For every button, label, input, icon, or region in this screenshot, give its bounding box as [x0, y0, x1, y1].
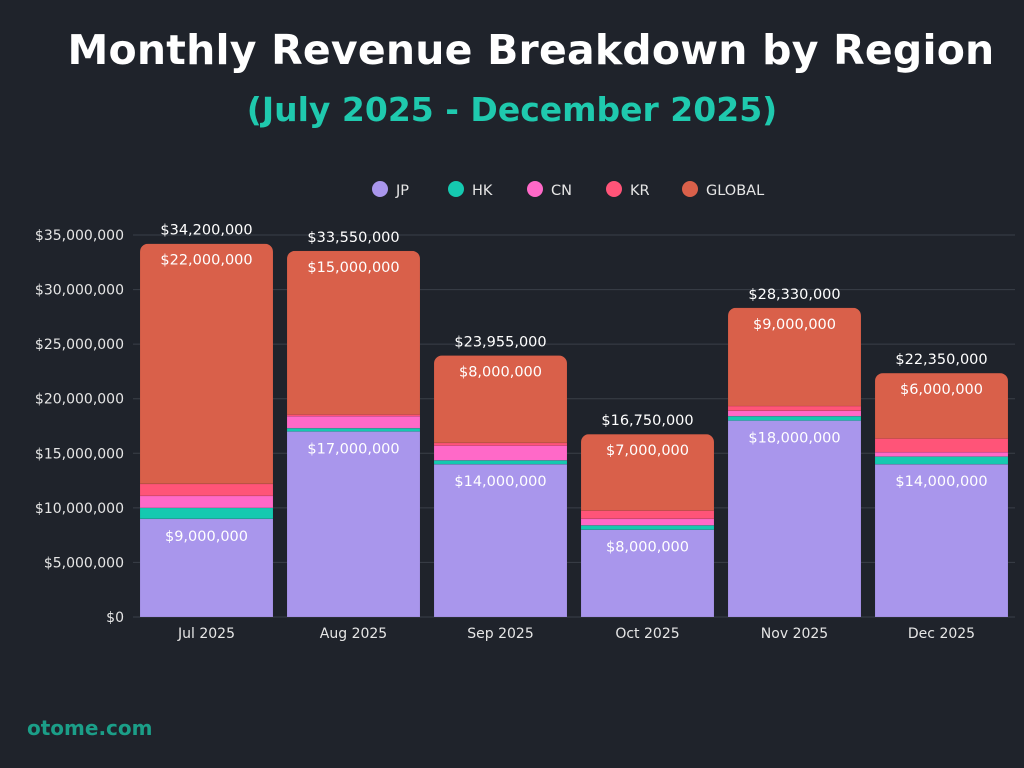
bar-segment-cn	[140, 495, 273, 509]
bar-segment-cn	[287, 415, 420, 429]
bar-segment-global	[287, 250, 420, 415]
data-label-jp: $14,000,000	[454, 474, 546, 490]
bar-segment-hk	[728, 415, 861, 421]
data-label-total: $16,750,000	[601, 413, 693, 429]
bar-segment-global	[434, 355, 567, 444]
chart-title: Monthly Revenue Breakdown by Region	[67, 26, 995, 74]
bar-segment-hk	[581, 525, 714, 530]
x-tick-label: Sep 2025	[467, 626, 533, 642]
data-label-total: $23,955,000	[454, 335, 546, 351]
bar-segment-hk	[434, 460, 567, 465]
data-label-total: $33,550,000	[307, 230, 399, 246]
legend-marker-global	[682, 181, 698, 197]
bar-segment-kr	[728, 405, 861, 412]
y-tick-label: $35,000,000	[35, 228, 124, 244]
bar-segment-kr	[875, 438, 1008, 453]
bar-segment-jp	[434, 463, 567, 618]
data-label-jp: $18,000,000	[748, 431, 840, 447]
bar-segment-global	[728, 307, 861, 407]
legend-marker-hk	[448, 181, 464, 197]
data-label-global: $22,000,000	[160, 253, 252, 269]
data-label-global: $8,000,000	[459, 365, 542, 381]
x-tick-label: Nov 2025	[761, 626, 828, 642]
bar-segment-global	[875, 373, 1008, 439]
data-label-jp: $9,000,000	[165, 529, 248, 545]
data-label-jp: $14,000,000	[895, 474, 987, 490]
bar-segment-kr	[434, 442, 567, 446]
data-label-total: $34,200,000	[160, 223, 252, 239]
y-tick-label: $25,000,000	[35, 337, 124, 353]
bar-segment-cn	[434, 445, 567, 461]
data-label-jp: $8,000,000	[606, 540, 689, 556]
y-tick-label: $0	[106, 610, 124, 626]
bar-segment-kr	[581, 510, 714, 520]
bar-segment-cn	[728, 410, 861, 417]
bar-segment-global	[581, 434, 714, 511]
legend-label-cn: CN	[551, 183, 572, 199]
legend-marker-jp	[372, 181, 388, 197]
x-tick-label: Aug 2025	[320, 626, 387, 642]
legend-label-global: GLOBAL	[706, 183, 764, 199]
legend-label-jp: JP	[395, 183, 409, 199]
legend-label-hk: HK	[472, 183, 493, 199]
bar-segment-cn	[581, 518, 714, 526]
legend-label-kr: KR	[630, 183, 650, 199]
bar-segment-hk	[287, 427, 420, 432]
bar-segment-cn	[875, 451, 1008, 457]
legend-marker-cn	[527, 181, 543, 197]
bar-segment-global	[140, 243, 273, 485]
data-label-global: $9,000,000	[753, 317, 836, 333]
x-tick-label: Oct 2025	[615, 626, 679, 642]
bar-segment-jp	[875, 463, 1008, 618]
data-label-jp: $17,000,000	[307, 441, 399, 457]
data-label-total: $28,330,000	[748, 287, 840, 303]
chart-subtitle: (July 2025 - December 2025)	[246, 90, 778, 129]
bar-segment-jp	[581, 529, 714, 618]
y-tick-label: $15,000,000	[35, 446, 124, 462]
data-label-global: $7,000,000	[606, 443, 689, 459]
x-tick-label: Dec 2025	[908, 626, 975, 642]
data-label-global: $6,000,000	[900, 382, 983, 398]
data-label-global: $15,000,000	[307, 260, 399, 276]
y-tick-label: $30,000,000	[35, 283, 124, 299]
bar-segment-jp	[287, 431, 420, 618]
legend-marker-kr	[606, 181, 622, 197]
footer-brand: otome.com	[27, 716, 153, 740]
x-tick-label: Jul 2025	[177, 626, 235, 642]
bar-segment-hk	[140, 507, 273, 520]
y-tick-label: $5,000,000	[44, 555, 124, 571]
bar-segment-jp	[140, 518, 273, 618]
y-tick-label: $20,000,000	[35, 392, 124, 408]
bar-segment-kr	[140, 483, 273, 497]
bar-segment-kr	[287, 414, 420, 417]
data-label-total: $22,350,000	[895, 352, 987, 368]
y-tick-label: $10,000,000	[35, 501, 124, 517]
bar-segment-jp	[728, 420, 861, 618]
bar-segment-hk	[875, 456, 1008, 465]
